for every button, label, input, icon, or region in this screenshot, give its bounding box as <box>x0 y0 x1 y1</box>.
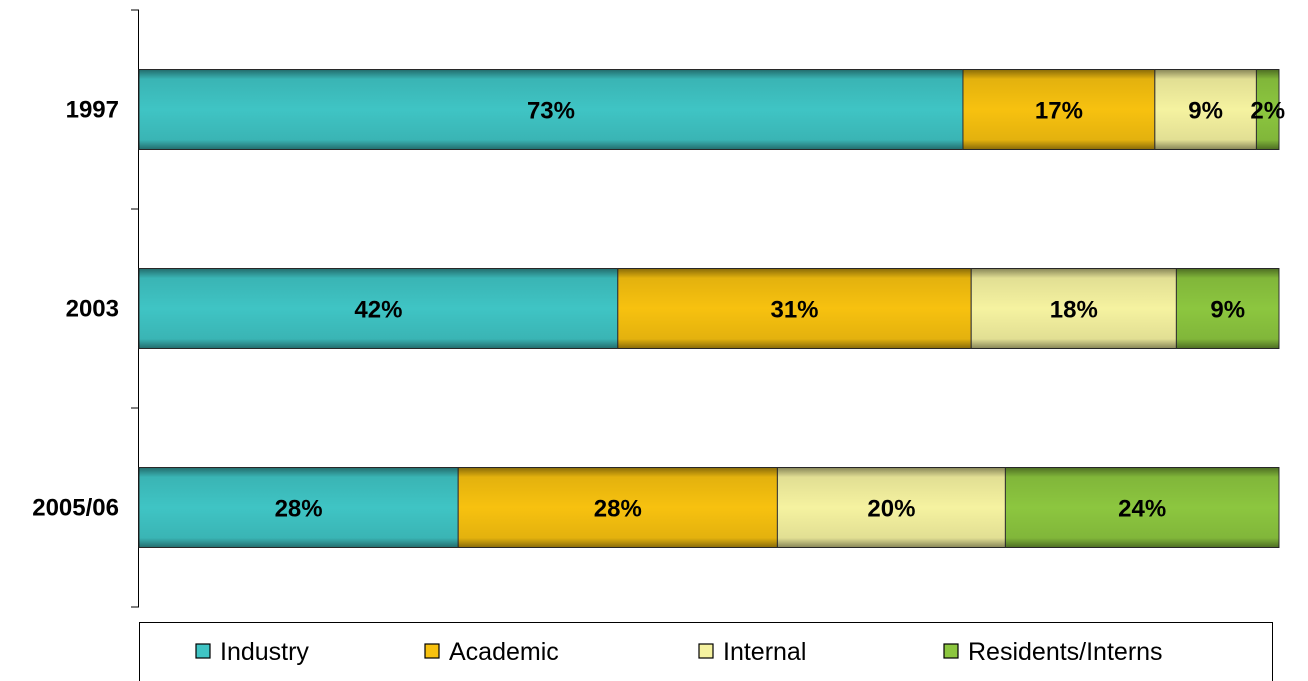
bar-segment-shading <box>1256 69 1279 150</box>
data-label: 2% <box>1250 98 1285 125</box>
category-label: 2003 <box>66 296 119 323</box>
data-label: 20% <box>867 496 915 523</box>
data-label: 28% <box>275 496 323 523</box>
bar-segment-shading <box>139 69 963 150</box>
legend: Industry Academic Internal Residents/Intern… <box>139 622 1273 681</box>
legend-label: Residents/Interns <box>968 638 1163 666</box>
bar-segment-shading <box>458 467 778 548</box>
data-label: 9% <box>1210 297 1245 324</box>
data-label: 42% <box>354 297 402 324</box>
bar-segment-shading <box>1176 268 1279 349</box>
bars-group <box>138 69 1280 548</box>
category-label: 2005/06 <box>32 495 119 522</box>
legend-swatch <box>195 643 211 659</box>
data-label: 31% <box>770 297 818 324</box>
bar-segment-shading <box>777 467 1006 548</box>
legend-swatch <box>943 643 959 659</box>
bar-segment-shading <box>617 268 972 349</box>
data-label: 17% <box>1035 98 1083 125</box>
data-labels-group: 73% 17% 9% 2% 42% 31% 18% 9% 28% 28% 20% 24% <box>275 98 1285 523</box>
bar-segment-shading <box>1005 467 1279 548</box>
data-label: 9% <box>1188 98 1223 125</box>
data-label: 73% <box>527 98 575 125</box>
bar-segment-shading <box>139 268 618 349</box>
bar-segment-shading <box>1154 69 1257 150</box>
category-label: 1997 <box>66 97 119 124</box>
data-label: 24% <box>1118 496 1166 523</box>
legend-label: Internal <box>723 638 806 666</box>
legend-label: Academic <box>449 638 559 666</box>
bar-segment-shading <box>971 268 1177 349</box>
data-label: 28% <box>594 496 642 523</box>
data-label: 18% <box>1050 297 1098 324</box>
legend-label: Industry <box>220 638 309 666</box>
bar-segment-shading <box>962 69 1155 150</box>
legend-swatch <box>698 643 714 659</box>
legend-swatch <box>424 643 440 659</box>
category-axis: 1997 2003 2005/06 <box>32 9 139 608</box>
bar-segment-shading <box>139 467 459 548</box>
